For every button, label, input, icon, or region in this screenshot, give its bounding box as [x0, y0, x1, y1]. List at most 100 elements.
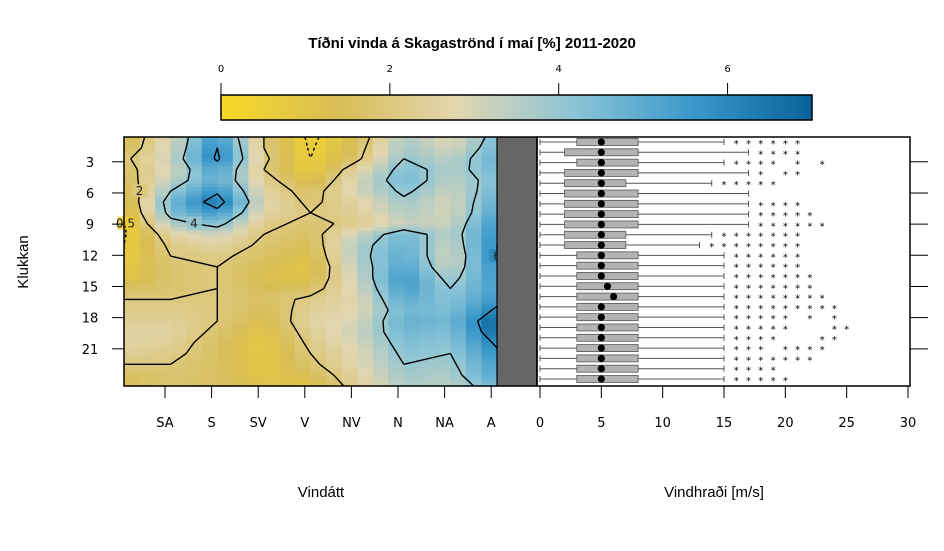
heatmap-cell — [403, 335, 420, 340]
box-outlier: * — [734, 160, 739, 171]
heatmap-cell — [217, 367, 234, 373]
heatmap-cell — [326, 357, 343, 362]
heatmap-cell — [481, 263, 498, 268]
heatmap-cell — [294, 238, 312, 243]
box-outlier: * — [758, 180, 763, 191]
heatmap-cell — [170, 382, 187, 387]
heatmap-cell — [232, 212, 249, 217]
heatmap-cell — [186, 256, 203, 261]
heatmap-cell — [139, 328, 156, 333]
heatmap-cell — [217, 310, 234, 315]
heatmap-cell — [403, 245, 420, 250]
heatmap-cell — [217, 220, 234, 225]
heatmap-cell — [419, 299, 436, 304]
heatmap-cell — [465, 266, 483, 272]
heatmap-cell — [248, 194, 265, 199]
heatmap-cell — [263, 169, 281, 174]
heatmap-cell — [279, 187, 296, 192]
heatmap-cell — [419, 375, 436, 380]
heatmap-cell — [465, 162, 483, 167]
heatmap-cell — [279, 382, 296, 387]
heatmap-cell — [263, 155, 281, 160]
heatmap-cell — [186, 288, 203, 293]
heatmap-cell — [341, 263, 358, 268]
box-outlier: * — [746, 355, 751, 366]
heatmap-cell — [372, 306, 389, 311]
heatmap-cell — [434, 310, 451, 315]
heatmap-cell — [481, 342, 498, 347]
heatmap-cell — [310, 375, 327, 380]
heatmap-cell — [186, 201, 203, 207]
heatmap-cell — [263, 274, 281, 279]
heatmap-cell — [201, 216, 218, 221]
heatmap-cell — [434, 230, 451, 236]
heatmap-cell — [232, 259, 249, 264]
box-outlier: * — [758, 139, 763, 150]
heatmap-cell — [434, 227, 451, 232]
heatmap-cell — [294, 252, 312, 257]
box-outlier: * — [771, 242, 776, 253]
heatmap-cell — [450, 198, 467, 203]
heatmap-cell — [294, 259, 312, 264]
heatmap-cell — [124, 266, 141, 272]
heatmap-cell — [388, 147, 405, 153]
heatmap-cell — [170, 378, 187, 383]
heatmap-cell — [201, 241, 218, 246]
heatmap-cell — [465, 295, 483, 300]
heatmap-cell — [372, 360, 389, 365]
heatmap-cell — [186, 367, 203, 373]
heatmap-cell — [465, 147, 483, 153]
heatmap-cell — [450, 173, 467, 178]
heatmap-cell — [450, 248, 467, 254]
box-median — [597, 375, 605, 383]
heatmap-cell — [434, 140, 451, 145]
heatmap-cell — [279, 165, 296, 171]
heatmap-cell — [465, 187, 483, 192]
heatmap-cell — [434, 367, 451, 373]
box-outlier: * — [746, 304, 751, 315]
heatmap-cell — [388, 234, 405, 239]
heatmap-cell — [465, 259, 483, 264]
heatmap-cell — [170, 303, 187, 308]
heatmap-cell — [232, 321, 249, 326]
heatmap-cell — [326, 234, 343, 239]
heatmap-cell — [155, 230, 172, 236]
heatmap-cell — [388, 274, 405, 279]
heatmap-cell — [341, 252, 358, 257]
contour-line — [124, 136, 371, 387]
heatmap-cell — [310, 220, 327, 225]
heatmap-cell — [139, 220, 156, 225]
heatmap-cell — [450, 241, 467, 246]
heatmap-cell — [388, 241, 405, 246]
heatmap-cell — [263, 284, 281, 290]
heatmap-cell — [465, 317, 483, 322]
heatmap-cell — [248, 151, 265, 156]
heatmap-cell — [170, 328, 187, 333]
heatmap-cell — [357, 313, 374, 319]
heatmap-cell — [170, 230, 187, 236]
heatmap-cell — [434, 371, 451, 376]
heatmap-cell — [279, 140, 296, 145]
heatmap-cell — [481, 321, 498, 326]
heatmap-cell — [419, 321, 436, 326]
heatmap-cell — [294, 342, 312, 347]
heatmap-cell — [419, 158, 436, 163]
box-outlier: * — [746, 283, 751, 294]
heatmap-cell — [170, 162, 187, 167]
heatmap-cell — [279, 194, 296, 199]
heatmap-cell — [403, 227, 420, 232]
heatmap-cell — [263, 227, 281, 232]
heatmap-cell — [201, 353, 218, 358]
heatmap-cell — [248, 357, 265, 362]
heatmap-cell — [310, 324, 327, 329]
heatmap-cell — [434, 201, 451, 207]
heatmap-cell — [465, 371, 483, 376]
heatmap-cell — [434, 176, 451, 181]
heatmap-cell — [139, 367, 156, 373]
box-median — [597, 272, 605, 280]
heatmap-cell — [326, 371, 343, 376]
heatmap-cell — [357, 227, 374, 232]
heatmap-cell — [310, 198, 327, 203]
heatmap-cell — [310, 241, 327, 246]
heatmap-cell — [326, 162, 343, 167]
